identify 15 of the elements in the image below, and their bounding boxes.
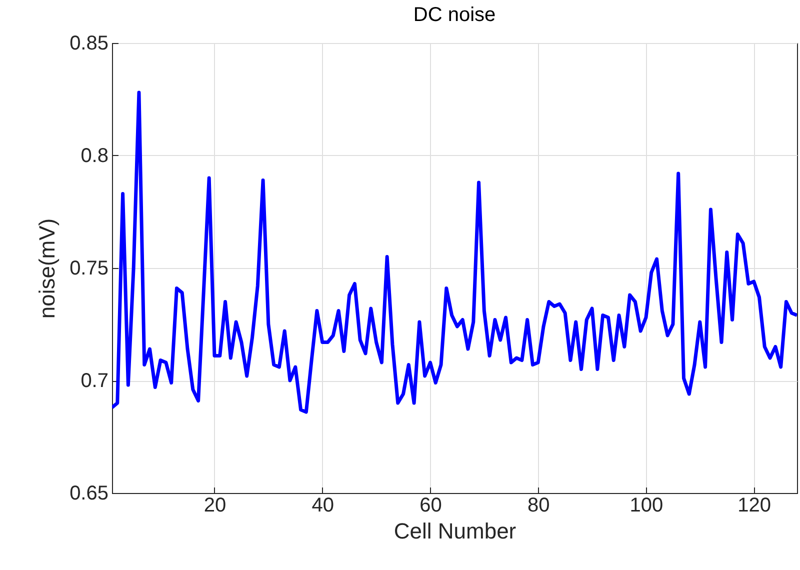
x-tick-label: 80 bbox=[527, 494, 550, 516]
y-tick-label: 0.65 bbox=[70, 482, 108, 504]
y-tick-label: 0.75 bbox=[70, 258, 108, 280]
chart-title: DC noise bbox=[413, 4, 496, 26]
x-tick-label: 20 bbox=[204, 494, 226, 516]
y-tick-label: 0.85 bbox=[70, 32, 108, 54]
x-tick-label: 40 bbox=[312, 494, 334, 516]
y-axis-title: noise(mV) bbox=[34, 218, 60, 319]
x-axis-title: Cell Number bbox=[394, 518, 516, 544]
y-tick-label: 0.7 bbox=[80, 370, 108, 392]
x-tick-label: 60 bbox=[420, 494, 442, 516]
x-tick-label: 100 bbox=[630, 494, 664, 516]
x-tick-label: 120 bbox=[738, 494, 772, 516]
y-tick-label: 0.8 bbox=[80, 145, 108, 167]
line-series bbox=[112, 90, 797, 414]
